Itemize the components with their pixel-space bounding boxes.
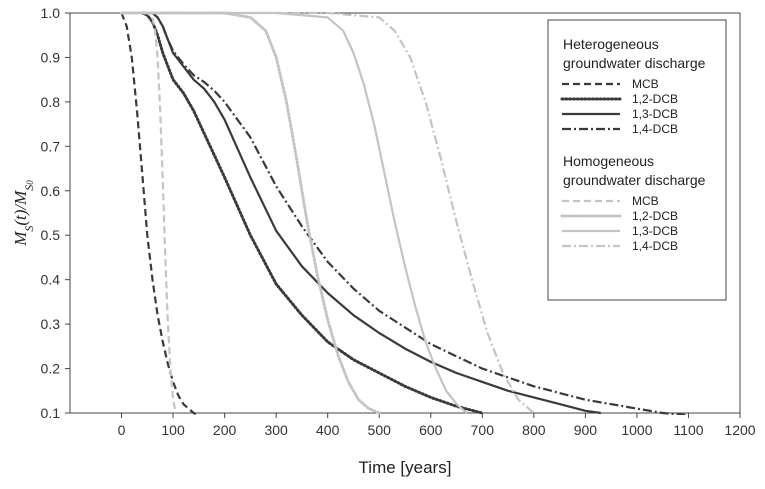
x-tick-label: 400 [316, 422, 340, 438]
legend-group-title: groundwater discharge [563, 172, 706, 188]
x-tick-labels: 0 100 200 300 400 500 600 700 800 900 1000 1100 1200 [118, 422, 756, 438]
series-line-het_12 [140, 11, 484, 415]
legend-label-hom_13: 1,3-DCB [632, 224, 678, 238]
x-tick-label: 900 [574, 422, 598, 438]
y-tick-label: 0.7 [41, 138, 61, 154]
plot-frame [69, 12, 741, 414]
y-tick-label: 0.4 [41, 272, 61, 288]
x-tick-label: 300 [264, 422, 288, 438]
x-tick-label: 1100 [673, 422, 703, 438]
legend-label-hom_12: 1,2-DCB [632, 209, 678, 223]
y-tick-label: 1.0 [41, 5, 61, 21]
series-layer [120, 11, 689, 415]
x-tick-label: 500 [368, 422, 392, 438]
x-tick-label: 100 [161, 422, 185, 438]
y-axis-title-mid: (t)/M [11, 190, 30, 226]
y-tick-labels: 0.1 0.2 0.3 0.4 0.5 0.6 0.7 0.8 0.9 1.0 [41, 5, 61, 421]
x-tick-label: 200 [213, 422, 237, 438]
legend-group-title: Homogeneous [563, 153, 654, 169]
legend-label-het_13: 1,3-DCB [632, 107, 678, 121]
series-line-hom_14 [121, 11, 535, 414]
x-tick-label: 0 [118, 422, 126, 438]
series-line-het_14 [151, 12, 689, 415]
tick-marks [65, 12, 741, 418]
series-line-het_mcb [120, 12, 199, 415]
legend-label-hom_14: 1,4-DCB [632, 239, 678, 253]
y-tick-label: 0.1 [41, 405, 61, 421]
x-axis-title: Time [years] [359, 458, 452, 477]
legend-label-het_14: 1,4-DCB [632, 122, 678, 136]
legend-box [547, 19, 727, 301]
y-axis-title-sub1: S [22, 226, 36, 232]
x-tick-label: 700 [471, 422, 495, 438]
x-tick-label: 800 [522, 422, 546, 438]
x-tick-label: 600 [419, 422, 443, 438]
y-axis-title: MS(t)/MS0 [11, 180, 36, 247]
y-tick-label: 0.5 [41, 227, 61, 243]
legend-label-het_12: 1,2-DCB [632, 92, 678, 106]
legend-label-hom_mcb: MCB [632, 194, 659, 208]
series-line-hom_13 [121, 11, 468, 414]
y-axis-title-sub3: 0 [25, 180, 35, 185]
legend-group-title: Heterogeneous [563, 36, 659, 52]
y-tick-label: 0.9 [41, 49, 61, 65]
legend-group-title: groundwater discharge [563, 55, 706, 71]
y-tick-label: 0.6 [41, 183, 61, 199]
x-tick-label: 1000 [621, 422, 652, 438]
legend-label-het_mcb: MCB [632, 77, 659, 91]
series-line-hom_mcb [121, 11, 177, 414]
series-line-het_13 [151, 12, 601, 415]
y-axis-title-sub2: S [22, 185, 36, 191]
y-axis-title-main: M [11, 231, 30, 247]
y-tick-label: 0.2 [41, 361, 61, 377]
y-tick-label: 0.8 [41, 94, 61, 110]
series-line-hom_12 [120, 11, 381, 415]
y-tick-label: 0.3 [41, 316, 61, 332]
x-tick-label: 1200 [724, 422, 755, 438]
